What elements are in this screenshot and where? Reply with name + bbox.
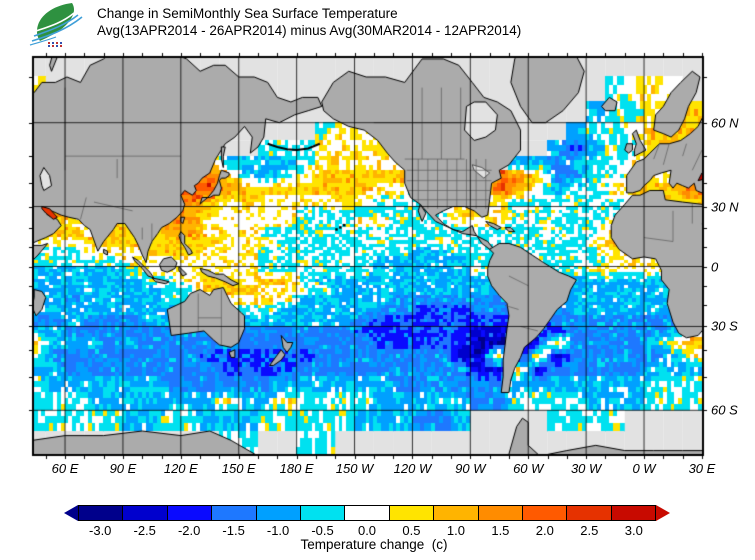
- lon-label: 60 W: [513, 461, 544, 476]
- lon-label: 90 E: [109, 461, 137, 476]
- colorbar-segment: [300, 505, 346, 521]
- chart-title: Change in SemiMonthly Sea Surface Temper…: [97, 6, 398, 21]
- colorbar-segment: [611, 505, 657, 521]
- colorbar-value: 2.5: [580, 523, 599, 538]
- colorbar-left-arrow: [64, 505, 78, 521]
- lon-label: 30 W: [570, 461, 602, 476]
- colorbar-value: 0.0: [357, 523, 377, 538]
- colorbar-value: -2.0: [177, 523, 201, 538]
- colorbar-segment: [478, 505, 523, 521]
- lon-label: 60 E: [51, 461, 79, 476]
- lon-label: 120 W: [393, 461, 432, 476]
- lon-label: 120 E: [163, 461, 198, 476]
- chart-subtitle: Avg(13APR2014 - 26APR2014) minus Avg(30M…: [97, 23, 522, 38]
- lon-label: 0 W: [632, 461, 656, 476]
- colorbar-value: 0.5: [402, 523, 421, 538]
- colorbar-caption: Temperature change (c): [300, 537, 448, 552]
- colorbar-segment: [256, 505, 301, 521]
- agency-leaf-logo: [29, 3, 83, 47]
- colorbar-value: 3.0: [624, 523, 643, 538]
- colorbar-segment: [389, 505, 435, 521]
- colorbar-value: 1.0: [446, 523, 465, 538]
- lon-label: 90 W: [455, 461, 486, 476]
- lon-label: 150 E: [221, 461, 256, 476]
- colorbar-value: -1.5: [222, 523, 245, 538]
- lon-label: 150 W: [335, 461, 374, 476]
- colorbar-value: -0.5: [311, 523, 334, 538]
- colorbar-segment: [212, 505, 257, 521]
- colorbar-value: -1.0: [266, 523, 290, 538]
- colorbar-segment: [123, 505, 168, 521]
- colorbar-value: -3.0: [89, 523, 112, 538]
- logo-caption-dots: [48, 42, 62, 47]
- colorbar-segment: [567, 505, 612, 521]
- colorbar-segment: [78, 505, 124, 521]
- lon-label: 30 E: [688, 461, 716, 476]
- colorbar-segment: [434, 505, 479, 521]
- lat-label: 60 N: [711, 115, 739, 131]
- colorbar: [78, 505, 657, 521]
- lon-label: 180 E: [279, 461, 314, 476]
- lat-label: 30 N: [711, 199, 739, 215]
- colorbar-segment: [167, 505, 213, 521]
- lat-label: 30 S: [711, 318, 738, 334]
- lat-label: 0: [711, 259, 719, 274]
- colorbar-segment: [345, 505, 390, 521]
- lat-label: 60 S: [711, 402, 738, 418]
- world-sst-anomaly-map: [25, 49, 717, 469]
- colorbar-value: 2.0: [535, 523, 554, 538]
- colorbar-right-arrow: [656, 505, 670, 521]
- colorbar-value: 1.5: [491, 523, 510, 538]
- colorbar-value: -2.5: [133, 523, 156, 538]
- colorbar-segment: [522, 505, 568, 521]
